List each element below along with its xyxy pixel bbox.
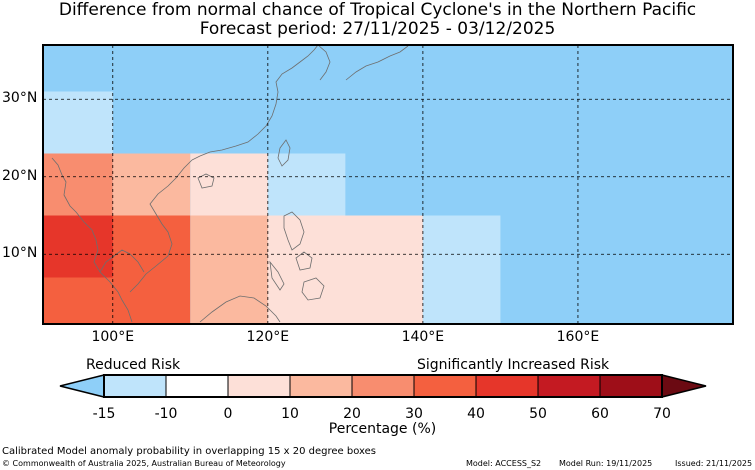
colorbar-tick: 50 xyxy=(529,406,547,422)
colorbar-high-extend xyxy=(661,374,707,398)
coast-taiwan xyxy=(277,139,291,167)
footer-description: Calibrated Model anomaly probability in … xyxy=(2,446,377,457)
colorbar-outline xyxy=(103,374,663,398)
footer-issued: Issued: 21/11/2025 xyxy=(675,459,753,468)
colorbar-swatch-2 xyxy=(227,374,291,398)
colorbar-tick: 60 xyxy=(591,406,609,422)
coastlines xyxy=(51,44,409,323)
coast-visayas xyxy=(295,251,313,271)
coast-japan xyxy=(345,45,409,81)
coast-palawan xyxy=(269,260,285,291)
colorbar-swatch-1 xyxy=(165,374,229,398)
colorbar-swatch-0 xyxy=(103,374,167,398)
colorbar-xlabel: Percentage (%) xyxy=(328,421,437,437)
coast-china xyxy=(191,44,319,161)
coast-korea xyxy=(317,44,331,81)
colorbar-tick: 40 xyxy=(467,406,485,422)
anomaly-cells xyxy=(43,45,733,324)
coast-gulf-thailand xyxy=(99,249,145,273)
lon-label: 140°E xyxy=(401,329,445,345)
colorbar-swatch-3 xyxy=(289,374,353,398)
colorbar-tick: 20 xyxy=(343,406,361,422)
lat-label: 30°N xyxy=(2,90,38,107)
anomaly-cell-2 xyxy=(43,153,113,216)
lon-label: 120°E xyxy=(246,329,290,345)
colorbar-swatch-7 xyxy=(537,374,601,398)
lon-label: 160°E xyxy=(556,329,600,345)
map-frame xyxy=(42,44,734,325)
lat-label: 20°N xyxy=(2,167,38,184)
coast-mindanao xyxy=(301,277,325,301)
chart-title: Difference from normal chance of Tropica… xyxy=(58,0,697,20)
coast-vietnam xyxy=(129,159,193,293)
anomaly-cell-5 xyxy=(267,153,346,216)
colorbar-swatch-8 xyxy=(599,374,663,398)
coast-luzon xyxy=(283,211,305,251)
coast-hainan xyxy=(197,173,215,189)
anomaly-cell-8 xyxy=(190,215,268,324)
colorbar xyxy=(59,374,707,398)
footer-model-run: Model Run: 19/11/2025 xyxy=(559,459,653,468)
anomaly-cell-3 xyxy=(112,153,191,216)
footer-model: Model: ACCESS_S2 xyxy=(466,459,542,468)
lat-label: 10°N xyxy=(2,245,38,262)
anomaly-cell-4 xyxy=(190,153,268,216)
gridlines xyxy=(43,45,733,324)
footer-copyright: © Commonwealth of Australia 2025, Austra… xyxy=(2,459,286,468)
anomaly-cell-7 xyxy=(43,215,113,278)
colorbar-tick: -15 xyxy=(92,406,116,422)
forecast-period: Forecast period: 27/11/2025 - 03/12/2025 xyxy=(199,19,556,39)
coast-indochina xyxy=(51,157,133,323)
lon-label: 100°E xyxy=(91,329,135,345)
colorbar-swatch-6 xyxy=(475,374,539,398)
colorbar-tick: 10 xyxy=(281,406,299,422)
colorbar-swatch-4 xyxy=(351,374,415,398)
anomaly-cell-1 xyxy=(43,91,113,154)
colorbar-tick: 0 xyxy=(223,406,233,422)
colorbar-tick: 70 xyxy=(653,406,671,422)
anomaly-cell-9 xyxy=(267,215,423,324)
anomaly-cell-10 xyxy=(422,215,501,324)
colorbar-swatch-5 xyxy=(413,374,477,398)
coast-borneo xyxy=(199,295,281,323)
colorbar-label-left: Reduced Risk xyxy=(86,357,181,373)
colorbar-label-right: Significantly Increased Risk xyxy=(417,357,610,373)
colorbar-low-extend xyxy=(59,374,105,398)
colorbar-tick: 30 xyxy=(405,406,423,422)
colorbar-tick: -10 xyxy=(154,406,178,422)
